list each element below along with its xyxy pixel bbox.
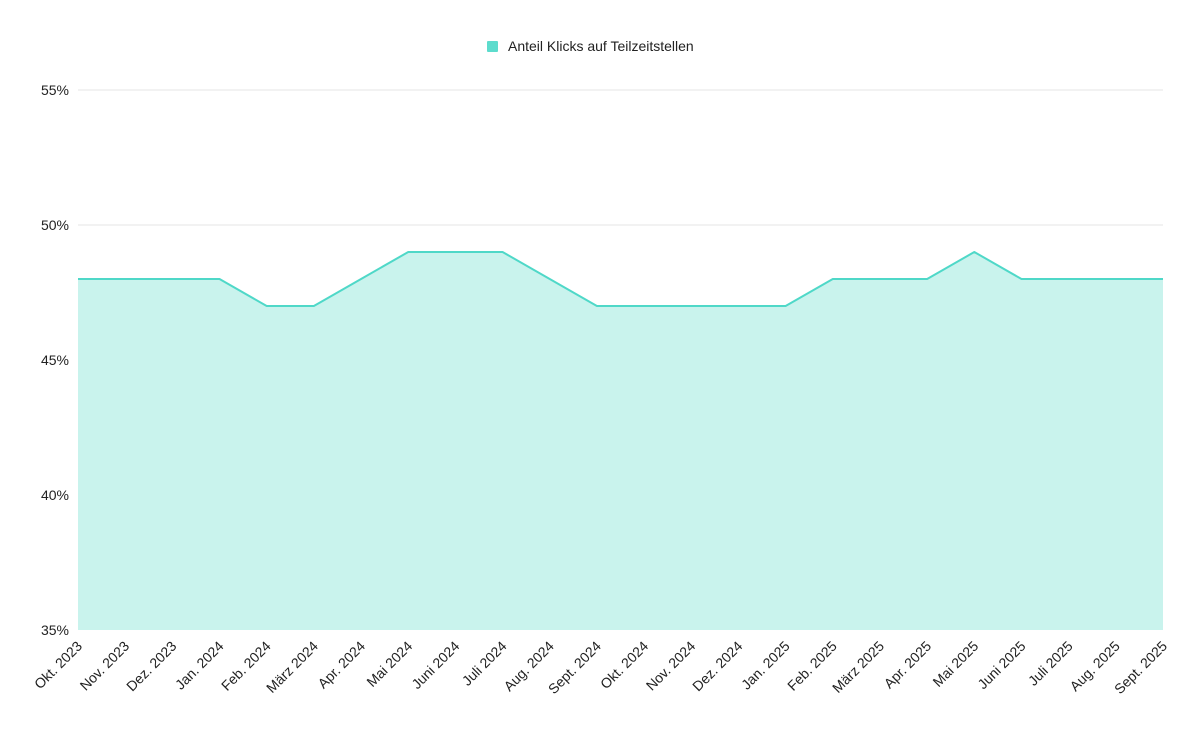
x-tick-label: März 2025 bbox=[829, 638, 887, 696]
area-fill bbox=[78, 252, 1163, 630]
x-tick-label: Dez. 2024 bbox=[689, 638, 746, 695]
data-point[interactable] bbox=[500, 249, 506, 255]
x-tick-label: Apr. 2024 bbox=[314, 638, 368, 692]
data-point[interactable] bbox=[547, 276, 553, 282]
x-tick-label: März 2024 bbox=[263, 638, 321, 696]
data-point[interactable] bbox=[358, 276, 364, 282]
legend-swatch bbox=[487, 41, 498, 52]
y-tick-label: 45% bbox=[41, 352, 69, 368]
series-line bbox=[78, 251, 1163, 307]
y-tick-label: 35% bbox=[41, 622, 69, 638]
data-point[interactable] bbox=[169, 276, 175, 282]
x-tick-label: Juni 2024 bbox=[408, 638, 462, 692]
x-tick-label: Mai 2025 bbox=[929, 638, 981, 690]
x-tick-label: Juni 2025 bbox=[974, 638, 1028, 692]
y-tick-label: 40% bbox=[41, 487, 69, 503]
x-tick-label: Dez. 2023 bbox=[123, 638, 180, 695]
data-point[interactable] bbox=[217, 276, 223, 282]
data-point[interactable] bbox=[924, 276, 930, 282]
legend-label: Anteil Klicks auf Teilzeitstellen bbox=[508, 38, 694, 54]
data-point[interactable] bbox=[594, 303, 600, 309]
data-point[interactable] bbox=[830, 276, 836, 282]
data-point[interactable] bbox=[641, 303, 647, 309]
data-point[interactable] bbox=[311, 303, 317, 309]
data-point[interactable] bbox=[783, 303, 789, 309]
data-point[interactable] bbox=[971, 249, 977, 255]
x-tick-label: Apr. 2025 bbox=[881, 638, 935, 692]
data-point[interactable] bbox=[1018, 276, 1024, 282]
data-point[interactable] bbox=[264, 303, 270, 309]
data-point[interactable] bbox=[688, 303, 694, 309]
legend[interactable]: Anteil Klicks auf Teilzeitstellen bbox=[487, 38, 694, 54]
x-tick-label: Mai 2024 bbox=[363, 638, 415, 690]
data-point[interactable] bbox=[405, 249, 411, 255]
data-point[interactable] bbox=[122, 276, 128, 282]
y-axis: 35% 40% 45% 50% 55% bbox=[41, 82, 69, 638]
data-point[interactable] bbox=[1066, 276, 1072, 282]
data-point[interactable] bbox=[877, 276, 883, 282]
data-point[interactable] bbox=[452, 249, 458, 255]
data-point[interactable] bbox=[75, 276, 81, 282]
area-series bbox=[75, 249, 1166, 630]
data-point[interactable] bbox=[1113, 276, 1119, 282]
y-tick-label: 50% bbox=[41, 217, 69, 233]
data-point[interactable] bbox=[735, 303, 741, 309]
data-point[interactable] bbox=[1160, 276, 1166, 282]
y-tick-label: 55% bbox=[41, 82, 69, 98]
